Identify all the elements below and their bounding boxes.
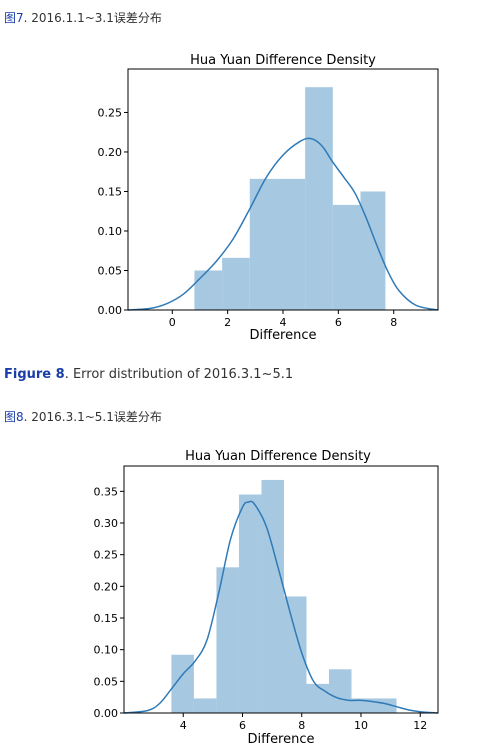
- figure-8-en-label[interactable]: Figure 8: [4, 367, 65, 382]
- y-tick-label: 0.20: [94, 580, 119, 593]
- x-tick-label: 6: [239, 719, 246, 732]
- x-tick-label: 6: [335, 316, 342, 329]
- x-tick-label: 2: [224, 316, 231, 329]
- chart-1-xlabel: Difference: [249, 328, 316, 343]
- chart-1-kde-line: [127, 137, 439, 311]
- x-tick-label: 4: [280, 316, 287, 329]
- histogram-bar: [360, 191, 386, 310]
- histogram-bar: [306, 683, 329, 713]
- y-tick-label: 0.35: [94, 485, 119, 498]
- figure-8-en-caption: Figure 8. Error distribution of 2016.3.1…: [4, 367, 293, 382]
- figure-7-zh-caption: 图7. 2016.1.1~3.1误差分布: [4, 9, 162, 26]
- y-tick-label: 0.25: [94, 549, 119, 562]
- histogram-bar: [351, 698, 375, 713]
- x-tick-label: 4: [180, 719, 187, 732]
- y-tick-label: 0.30: [94, 517, 119, 530]
- figure-8-zh-label[interactable]: 图8: [4, 410, 24, 424]
- chart-2-y-axis: 0.00 0.05 0.10 0.15 0.20 0.25 0.30 0.35: [94, 485, 124, 720]
- histogram-bar: [261, 479, 284, 713]
- histogram-bar: [328, 669, 352, 713]
- x-tick-label: 0: [169, 316, 176, 329]
- chart-2-bars: [171, 479, 397, 713]
- figure-8-zh-text: . 2016.3.1~5.1误差分布: [23, 410, 162, 424]
- y-tick-label: 0.10: [98, 225, 123, 238]
- y-tick-label: 0.10: [94, 644, 119, 657]
- y-tick-label: 0.05: [94, 675, 119, 688]
- figure-8-en-text: . Error distribution of 2016.3.1~5.1: [64, 367, 294, 382]
- histogram-bar: [193, 698, 217, 713]
- figure-8-zh-caption: 图8. 2016.3.1~5.1误差分布: [4, 408, 162, 425]
- histogram-bar: [283, 596, 307, 713]
- x-tick-label: 10: [354, 719, 368, 732]
- x-tick-label: 8: [390, 316, 397, 329]
- chart-2-plot-frame: [123, 465, 439, 714]
- chart-2-xlabel: Difference: [247, 732, 314, 746]
- histogram-bar: [216, 567, 239, 713]
- histogram-bar: [222, 257, 250, 310]
- figure-7-zh-text: . 2016.1.1~3.1误差分布: [23, 11, 162, 25]
- chart-1-bars: [194, 87, 386, 310]
- x-tick-label: 12: [413, 719, 427, 732]
- chart-1-title: Hua Yuan Difference Density: [190, 53, 376, 68]
- y-tick-label: 0.00: [94, 707, 119, 720]
- y-tick-label: 0.20: [98, 146, 123, 159]
- chart-1-x-axis: 0 2 4 6 8: [169, 310, 397, 329]
- figure-7-zh-label[interactable]: 图7: [4, 11, 24, 25]
- x-tick-label: 8: [298, 719, 305, 732]
- y-tick-label: 0.05: [98, 264, 123, 277]
- y-tick-label: 0.25: [98, 106, 123, 119]
- histogram-bar: [305, 87, 333, 310]
- chart-2-kde-line: [123, 500, 439, 714]
- chart-2-title: Hua Yuan Difference Density: [185, 449, 371, 464]
- y-tick-label: 0.00: [98, 304, 123, 317]
- figure-8-chart: Hua Yuan Difference Density 0.00 0.05 0.10…: [94, 449, 439, 746]
- histogram-bar: [277, 178, 306, 310]
- histogram-bar: [194, 270, 223, 310]
- histogram-bar: [249, 178, 278, 310]
- y-tick-label: 0.15: [98, 185, 123, 198]
- y-tick-label: 0.15: [94, 612, 119, 625]
- figure-7-chart: Hua Yuan Difference Density 0.00 0.05 0.10…: [98, 53, 439, 343]
- chart-2-x-axis: 4 6 8 10 12: [180, 713, 427, 732]
- histogram-bar: [332, 204, 361, 310]
- chart-1-y-axis: 0.00 0.05 0.10 0.15 0.20 0.25: [98, 106, 128, 317]
- histogram-bar: [238, 494, 262, 713]
